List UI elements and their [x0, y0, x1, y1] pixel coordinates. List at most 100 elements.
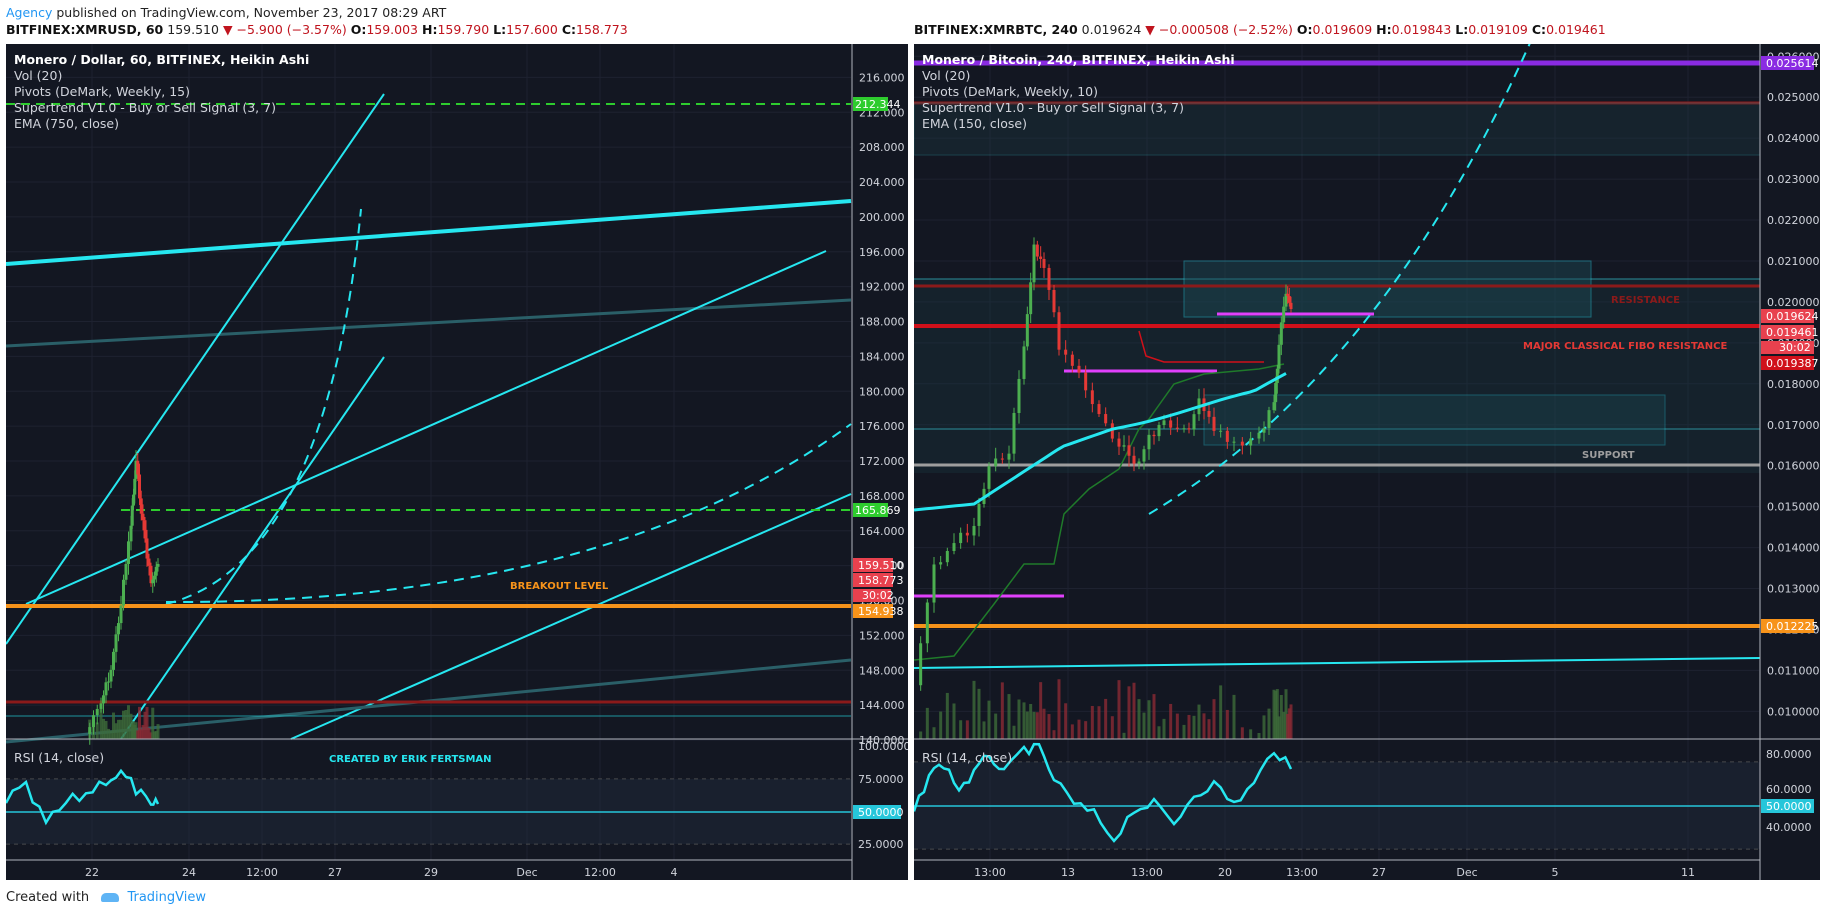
trendline-steep-2[interactable]	[120, 356, 385, 740]
volume-bar	[1132, 682, 1136, 739]
candle-body	[939, 562, 943, 565]
time-axis[interactable]: 22 24 12:00 27 29 Dec 12:00 4	[85, 866, 678, 879]
symbol-right[interactable]: BITFINEX:XMRBTC, 240	[914, 22, 1078, 37]
indicator-title[interactable]: Monero / Bitcoin, 240, BITFINEX, Heikin …	[922, 52, 1235, 67]
candle-body	[1142, 449, 1146, 462]
price-left: 159.510	[167, 22, 219, 37]
indicator-supertrend[interactable]: Supertrend V1.0 - Buy or Sell Signal (3,…	[922, 100, 1184, 115]
volume-bar	[1032, 711, 1036, 739]
price-axis[interactable]: 216.000212.000208.000204.000200.000196.0…	[859, 71, 905, 747]
candle-body	[1249, 438, 1253, 446]
trendline-steep-1[interactable]	[6, 93, 385, 645]
candle-body	[945, 551, 949, 563]
y-tick-label: 0.015000	[1767, 501, 1820, 514]
y-tick-label: 180.000	[859, 385, 905, 398]
rsi-axis[interactable]: 80.0000 60.0000 40.0000	[1766, 748, 1812, 834]
y-tick-label: 0.014000	[1767, 542, 1820, 555]
indicator-ema[interactable]: EMA (750, close)	[14, 116, 119, 131]
price-axis[interactable]: 0.0260000.0250000.0240000.0230000.022000…	[1767, 50, 1820, 718]
volume-bar	[1202, 713, 1206, 739]
rsi-title[interactable]: RSI (14, close)	[922, 750, 1013, 765]
candle-body	[145, 538, 149, 559]
volume-bar	[1284, 689, 1288, 739]
volume-bar	[127, 705, 130, 739]
rsi-axis[interactable]: 100.0000 75.0000 25.0000	[858, 740, 908, 851]
high-value-right: 0.019843	[1391, 22, 1452, 37]
candle-body	[1110, 423, 1114, 439]
chart-canvas-xmrbtc[interactable]: RESISTANCE MAJOR CLASSICAL FIBO RESISTAN…	[914, 44, 1820, 880]
created-by-annotation: CREATED BY ERIK FERTSMAN	[329, 754, 492, 765]
chart-pane-xmrbtc[interactable]: RESISTANCE MAJOR CLASSICAL FIBO RESISTAN…	[914, 44, 1820, 880]
candle-body	[112, 651, 115, 670]
curve-parabolic-steep[interactable]	[165, 208, 362, 605]
volume-bar	[117, 719, 120, 739]
symbol-left[interactable]: BITFINEX:XMRUSD, 60	[6, 22, 164, 37]
candle-body	[133, 478, 137, 495]
trendline-channel-upper[interactable]	[25, 250, 827, 605]
candle-body	[92, 715, 95, 728]
author-link[interactable]: Agency	[6, 5, 53, 20]
volume-bar	[1012, 725, 1016, 739]
y-tick-label: 0.013000	[1767, 583, 1820, 596]
candle-body	[932, 564, 936, 603]
svg-text:75.0000: 75.0000	[858, 773, 904, 786]
box-resistance[interactable]	[1183, 260, 1592, 318]
candle-body	[95, 708, 99, 716]
y-tick-label: 196.000	[859, 246, 905, 259]
x-tick-label: 29	[424, 866, 438, 879]
candle-body	[132, 494, 135, 506]
y-tick-label: 184.000	[859, 350, 905, 363]
y-tick-label: 204.000	[859, 176, 905, 189]
volume-bar	[1029, 703, 1033, 739]
volume-bar	[1122, 732, 1126, 739]
indicator-supertrend[interactable]: Supertrend V1.0 - Buy or Sell Signal (3,…	[14, 100, 276, 115]
volume-bar	[114, 723, 118, 739]
y-tick-label: 0.025000	[1767, 91, 1820, 104]
zone-top[interactable]	[914, 102, 1761, 156]
ema-line	[914, 372, 1287, 512]
volume-bar	[1147, 700, 1151, 739]
y-tick-label: 0.024000	[1767, 132, 1820, 145]
trendline-flat[interactable]	[914, 657, 1761, 669]
low-value-left: 157.600	[506, 22, 558, 37]
chart-canvas-xmrusd[interactable]: BREAKOUT LEVEL CREATED BY ERIK FERTSMAN …	[6, 44, 908, 880]
curve-parabolic[interactable]	[1148, 44, 1534, 515]
trendline-thick[interactable]	[6, 199, 852, 266]
close-label-right: C:	[1531, 22, 1547, 37]
footer-brand-link[interactable]: TradingView	[127, 890, 206, 905]
volume-bar	[122, 710, 125, 739]
breakout-annotation: BREAKOUT LEVEL	[510, 581, 609, 592]
volume-bar	[1077, 719, 1081, 739]
tag-close: 0.019461	[1766, 326, 1819, 339]
trendline-channel-lower[interactable]	[290, 493, 852, 740]
rsi-title[interactable]: RSI (14, close)	[14, 750, 105, 765]
candle-body	[1127, 445, 1131, 456]
volume-bar	[1169, 703, 1173, 739]
indicator-ema[interactable]: EMA (150, close)	[922, 116, 1027, 131]
indicator-pivots[interactable]: Pivots (DeMark, Weekly, 15)	[14, 84, 190, 99]
volume-bar	[1047, 714, 1051, 739]
indicator-title[interactable]: Monero / Dollar, 60, BITFINEX, Heikin As…	[14, 52, 310, 67]
y-tick-label: 148.000	[859, 664, 905, 677]
y-tick-label: 188.000	[859, 316, 905, 329]
volume-bar	[1057, 679, 1061, 739]
time-axis[interactable]: 13:00 13 13:00 20 13:00 27 Dec 5 11	[974, 866, 1695, 879]
candle-body	[987, 466, 991, 489]
volume-bar	[1064, 703, 1068, 739]
chart-pane-xmrusd[interactable]: BREAKOUT LEVEL CREATED BY ERIK FERTSMAN …	[6, 44, 908, 880]
volume-bar	[1212, 699, 1216, 739]
volume-bar	[99, 705, 103, 739]
price-right: 0.019624	[1081, 22, 1142, 37]
box-support[interactable]	[1203, 394, 1666, 446]
curve-parabolic-wide[interactable]	[165, 423, 852, 604]
indicator-vol[interactable]: Vol (20)	[922, 68, 971, 83]
indicator-pivots[interactable]: Pivots (DeMark, Weekly, 10)	[922, 84, 1098, 99]
candle-body	[994, 458, 998, 467]
volume-bar	[1022, 702, 1026, 739]
trendline-faded-top[interactable]	[6, 298, 852, 348]
candle-body	[1157, 425, 1161, 437]
volume-bar	[1279, 695, 1283, 739]
symbol-line-left: BITFINEX:XMRUSD, 60 159.510 ▼ −5.900 (−3…	[6, 22, 628, 37]
indicator-vol[interactable]: Vol (20)	[14, 68, 63, 83]
candle-body	[124, 563, 128, 580]
